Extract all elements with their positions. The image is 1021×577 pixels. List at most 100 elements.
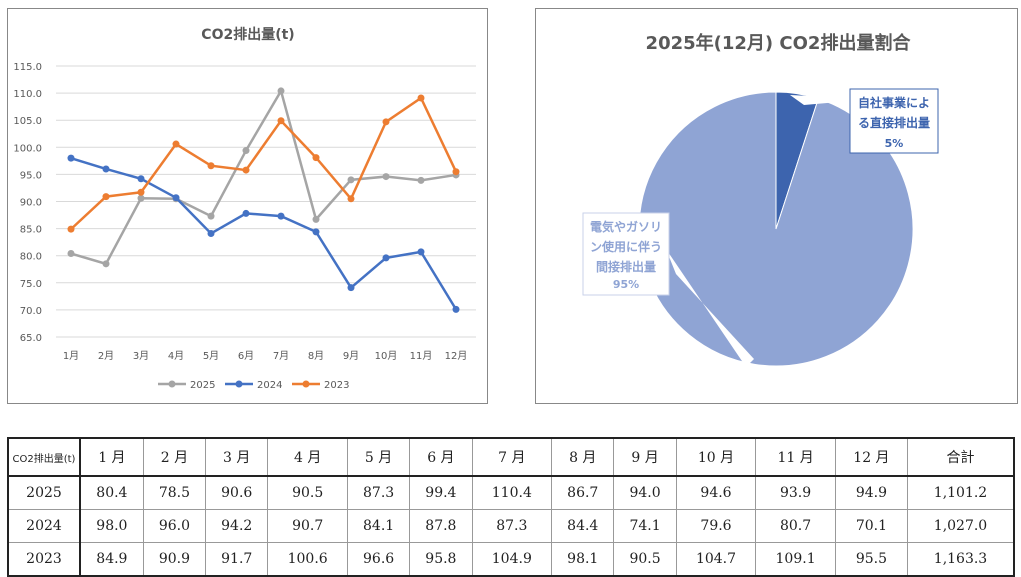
x-tick-label: 2月: [98, 350, 114, 362]
y-tick-label: 75.0: [20, 279, 42, 290]
table-cell: 110.4: [471, 475, 553, 510]
table-cell: 80.4: [79, 475, 144, 510]
y-tick-label: 80.0: [20, 252, 42, 263]
data-point-2025: [277, 87, 285, 95]
series-line-2024: [70, 156, 458, 311]
table-cell: 90.7: [267, 509, 348, 543]
table-cell: 2025: [7, 475, 81, 510]
x-tick-label: 12月: [445, 350, 468, 362]
y-tick-label: 110.0: [13, 89, 42, 100]
table-cell: 94.6: [675, 475, 757, 510]
callout-label-indirect: 電気やガソリ: [590, 219, 662, 234]
callout-label-indirect: 間接排出量: [596, 259, 656, 274]
table-cell: 90.5: [267, 475, 348, 510]
callout-leader: [666, 249, 754, 367]
table-cell: 87.3: [346, 475, 411, 510]
table-cell: 87.3: [471, 509, 553, 543]
table-cell: 70.1: [834, 509, 909, 543]
table-cell: 93.9: [755, 475, 836, 510]
table-cell: 90.9: [142, 542, 207, 577]
data-point-2023: [277, 117, 285, 125]
y-tick-label: 100.0: [13, 143, 42, 154]
legend-marker-2025: [168, 380, 176, 388]
x-tick-label: 5月: [203, 350, 219, 362]
callout-box-direct: [849, 88, 939, 154]
data-point-2023: [172, 140, 180, 148]
x-tick-label: 11月: [410, 350, 433, 362]
data-point-2024: [347, 284, 355, 292]
data-point-2025: [312, 215, 320, 223]
column-header: 合計: [907, 437, 1015, 477]
table-cell: 80.7: [755, 509, 836, 543]
callout-label-indirect: ン使用に伴う: [590, 239, 662, 254]
table-cell: 84.9: [79, 542, 144, 577]
table-cell: 98.0: [79, 509, 144, 543]
column-header: 3 月: [205, 437, 269, 477]
x-tick-label: 1月: [63, 350, 79, 362]
data-point-2025: [207, 212, 215, 220]
x-tick-label: 3月: [133, 350, 149, 362]
table-cell: 2023: [7, 542, 81, 577]
data-point-2023: [242, 166, 250, 174]
data-point-2024: [172, 194, 180, 202]
table-cell: 84.4: [551, 509, 615, 543]
x-tick-label: 4月: [168, 350, 184, 362]
table-cell: 95.8: [409, 542, 473, 577]
table-cell: 79.6: [675, 509, 757, 543]
table-row: 2023 84.9 90.9 91.7 100.6 96.6 95.8 104.9 98.1 90…: [7, 542, 1015, 577]
pie-chart-panel[interactable]: 2025年(12月) CO2排出量割合 自社事業によ る直接排出量 5% 電気やガソリン…: [535, 8, 1018, 404]
x-tick-label: 7月: [273, 350, 289, 362]
y-tick-label: 95.0: [20, 170, 42, 181]
table-cell: 94.0: [613, 475, 677, 510]
callout-label-direct: る直接排出量: [858, 115, 930, 130]
column-header: 5 月: [346, 437, 411, 477]
chart-title: 2025年(12月) CO2排出量割合: [646, 32, 912, 54]
data-point-2023: [347, 195, 355, 203]
data-point-2023: [137, 188, 145, 196]
series-line-2023: [70, 96, 458, 231]
legend-label: 2023: [324, 380, 349, 391]
column-header: 11 月: [755, 437, 836, 477]
callout-pct-indirect: 95%: [613, 278, 639, 291]
series-line-2025: [70, 87, 457, 266]
legend-marker-2024: [235, 380, 243, 388]
data-point-2025: [137, 194, 145, 202]
callout-box-indirect: [582, 212, 670, 296]
table-row: 2025 80.4 78.5 90.6 90.5 87.3 99.4 110.4 86.7 94.…: [7, 475, 1015, 510]
table-cell: 100.6: [267, 542, 348, 577]
table-cell: 98.1: [551, 542, 615, 577]
table-cell: 95.5: [834, 542, 909, 577]
data-point-2024: [137, 175, 145, 183]
data-point-2025: [382, 173, 390, 181]
data-point-2025: [347, 176, 355, 184]
column-header: 7 月: [471, 437, 553, 477]
line-chart-panel[interactable]: CO2排出量(t) 65.0 70.0 75.0 80.0 85.0 90.0 95.0 100…: [7, 8, 488, 404]
column-header: 9 月: [613, 437, 677, 477]
column-header: CO2排出量(t): [7, 437, 81, 477]
table-cell: 2024: [7, 509, 81, 543]
x-tick-label: 8月: [308, 350, 324, 362]
data-point-2024: [277, 212, 285, 220]
data-point-2024: [207, 229, 215, 237]
data-point-2023: [207, 162, 215, 170]
callout-pct-direct: 5%: [885, 137, 904, 150]
table-cell: 104.7: [675, 542, 757, 577]
data-point-2023: [452, 168, 460, 176]
table-row: 2024 98.0 96.0 94.2 90.7 84.1 87.8 87.3 84.4 74.1…: [7, 509, 1015, 543]
legend-label: 2025: [190, 380, 215, 391]
data-point-2025: [417, 176, 425, 184]
data-point-2024: [382, 254, 390, 262]
data-point-2024: [312, 228, 320, 236]
callout-leader: [790, 95, 850, 105]
column-header: 4 月: [267, 437, 348, 477]
table-cell: 86.7: [551, 475, 615, 510]
line-chart: CO2排出量(t) 65.0 70.0 75.0 80.0 85.0 90.0 95.0 100…: [13, 26, 476, 391]
chart-title: CO2排出量(t): [201, 26, 294, 43]
table-cell: 94.2: [205, 509, 269, 543]
table-cell: 1,163.3: [907, 542, 1015, 577]
table-cell: 109.1: [755, 542, 836, 577]
table-cell: 74.1: [613, 509, 677, 543]
